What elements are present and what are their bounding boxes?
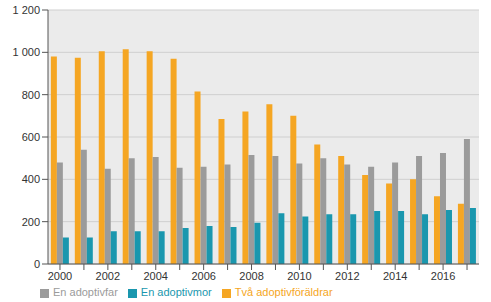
svg-text:2000: 2000 bbox=[48, 270, 72, 282]
html-text:En adoptivfar: En adoptivfar bbox=[53, 286, 118, 298]
svg-text:2010: 2010 bbox=[287, 270, 311, 282]
svg-text:1 000: 1 000 bbox=[12, 46, 40, 58]
svg-text:200: 200 bbox=[22, 216, 40, 228]
svg-text:0: 0 bbox=[34, 258, 40, 270]
svg-text:2012: 2012 bbox=[335, 270, 359, 282]
svg-text:2016: 2016 bbox=[431, 270, 455, 282]
svg-text:2002: 2002 bbox=[96, 270, 120, 282]
svg-text:600: 600 bbox=[22, 131, 40, 143]
svg-text:800: 800 bbox=[22, 89, 40, 101]
svg-text:2006: 2006 bbox=[191, 270, 215, 282]
svg-text:2008: 2008 bbox=[239, 270, 263, 282]
html-text:Två adoptivföräldrar: Två adoptivföräldrar bbox=[234, 286, 333, 298]
svg-text:400: 400 bbox=[22, 173, 40, 185]
svg-text:2014: 2014 bbox=[383, 270, 407, 282]
svg-text:2004: 2004 bbox=[144, 270, 168, 282]
html-text:En adoptivmor: En adoptivmor bbox=[140, 286, 212, 298]
svg-text:1 200: 1 200 bbox=[12, 4, 40, 16]
